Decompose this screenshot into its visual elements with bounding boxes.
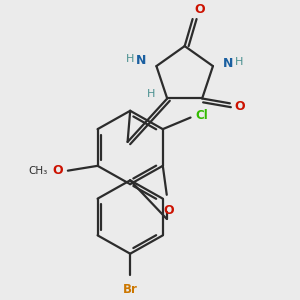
Text: H: H [126,54,135,64]
Text: O: O [164,205,174,218]
Text: O: O [235,100,245,113]
Text: N: N [136,54,146,67]
Text: H: H [235,57,243,67]
Text: N: N [223,57,233,70]
Text: O: O [52,164,63,177]
Text: CH₃: CH₃ [29,166,48,176]
Text: Cl: Cl [196,109,208,122]
Text: H: H [147,89,155,99]
Text: Br: Br [123,283,138,296]
Text: O: O [194,3,205,16]
